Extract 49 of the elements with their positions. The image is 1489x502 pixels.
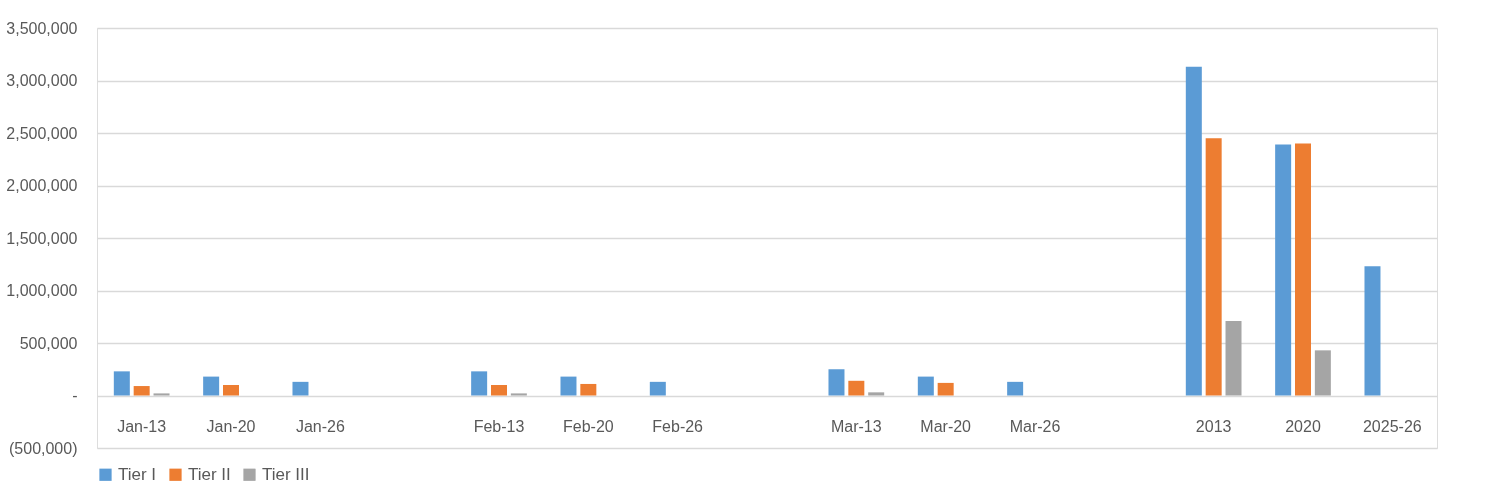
- legend-label: Tier III: [262, 464, 310, 484]
- bar: [848, 380, 865, 396]
- bar: [133, 386, 150, 396]
- bar: [491, 385, 507, 396]
- x-tick-label: Mar-26: [1009, 417, 1061, 435]
- bar: [1185, 66, 1202, 396]
- x-tick-label: Mar-20: [920, 417, 972, 435]
- legend-label: Tier I: [118, 464, 157, 484]
- y-tick-label: 3,000,000: [6, 72, 78, 89]
- y-tick-label: 1,500,000: [6, 229, 78, 247]
- x-tick-label: 2013: [1195, 417, 1232, 435]
- bar: [153, 393, 170, 396]
- bar: [1225, 320, 1242, 396]
- x-tick-label: 2025-26: [1362, 417, 1422, 435]
- bar: [510, 393, 527, 396]
- bar: [113, 371, 130, 396]
- bar: [937, 382, 954, 396]
- y-tick-label: 1,000,000: [6, 282, 78, 299]
- x-tick-label: Feb-26: [652, 417, 704, 435]
- bar: [649, 381, 666, 396]
- bar: [828, 369, 845, 396]
- y-tick-label: 3,500,000: [6, 19, 78, 37]
- y-tick-label: 2,500,000: [6, 124, 78, 142]
- bar: [471, 371, 488, 396]
- bar: [223, 385, 239, 396]
- bar: [868, 392, 885, 396]
- x-tick-label: Mar-13: [830, 417, 882, 435]
- bar: [1364, 266, 1381, 396]
- y-tick-label: 2,000,000: [6, 177, 78, 194]
- x-tick-label: Jan-26: [295, 417, 345, 435]
- bar: [292, 381, 309, 396]
- y-tick-label: 500,000: [19, 334, 78, 352]
- bar: [1275, 144, 1292, 396]
- x-tick-label: 2020: [1285, 417, 1321, 435]
- bar: [580, 383, 597, 396]
- x-tick-label: Jan-20: [206, 417, 256, 435]
- x-tick-label: Feb-13: [473, 417, 525, 435]
- x-tick-label: Jan-13: [117, 417, 167, 435]
- bar: [560, 376, 577, 396]
- y-tick-label: (500,000): [9, 439, 78, 457]
- legend-label: Tier II: [188, 464, 231, 484]
- bar: [917, 376, 934, 396]
- bar: [1205, 138, 1222, 396]
- y-tick-label: -: [72, 387, 78, 404]
- bar: [1314, 350, 1331, 396]
- bar: [203, 376, 220, 396]
- bar: [1007, 381, 1024, 396]
- x-tick-label: Feb-20: [562, 417, 614, 435]
- bar: [1295, 143, 1311, 396]
